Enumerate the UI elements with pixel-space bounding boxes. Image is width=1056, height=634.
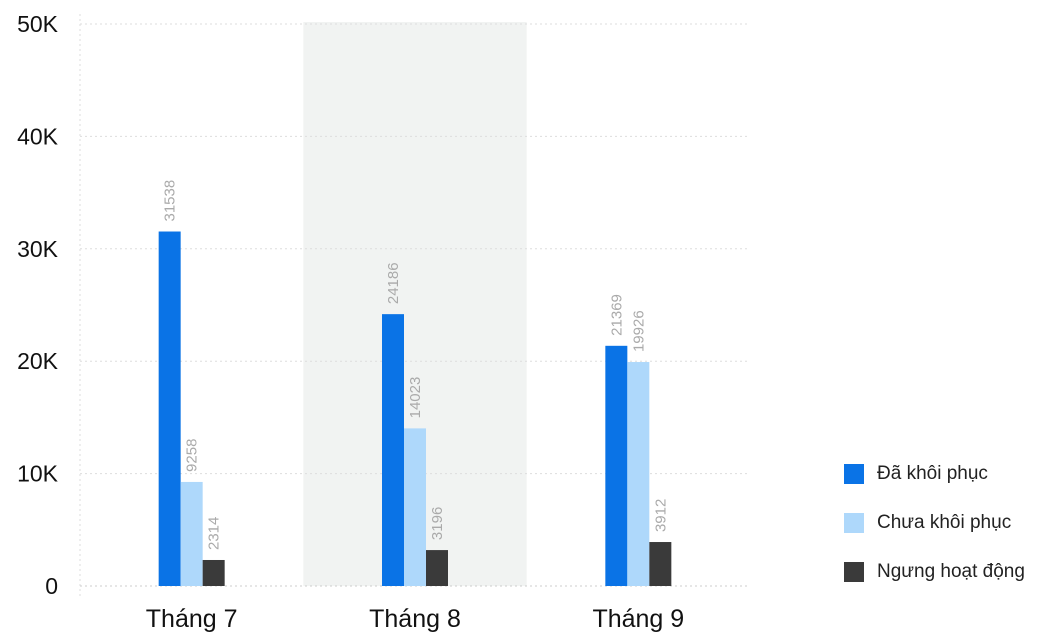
bar xyxy=(605,345,628,586)
y-tick-label: 30K xyxy=(17,236,59,262)
bar-value-label: 21369 xyxy=(608,294,625,336)
bar-value-label: 31538 xyxy=(162,180,179,222)
bar-value-label: 2314 xyxy=(206,517,223,550)
bar-value-label: 9258 xyxy=(184,439,201,472)
legend-label-inactive: Ngưng hoạt động xyxy=(877,561,1025,582)
legend-item-inactive[interactable]: Ngưng hoạt động xyxy=(844,558,1025,586)
y-tick-label: 0 xyxy=(45,573,58,599)
bar xyxy=(649,542,672,586)
bar xyxy=(627,362,650,586)
legend-label-restored: Đã khôi phục xyxy=(877,463,988,484)
y-tick-label: 20K xyxy=(17,348,59,374)
legend-item-restored[interactable]: Đã khôi phục xyxy=(844,460,1025,488)
y-tick-label: 50K xyxy=(17,11,59,37)
bar xyxy=(404,428,426,586)
bar-value-label: 3912 xyxy=(652,499,669,532)
bar-value-label: 24186 xyxy=(385,262,402,304)
x-tick-label: Tháng 7 xyxy=(146,605,238,633)
bar xyxy=(180,481,203,586)
legend-swatch-restored xyxy=(844,464,864,484)
legend-swatch-inactive xyxy=(844,562,864,582)
x-tick-label: Tháng 8 xyxy=(369,605,461,633)
bar-value-label: 19926 xyxy=(630,310,647,352)
legend-swatch-not-restored xyxy=(844,513,864,533)
legend-label-not-restored: Chưa khôi phục xyxy=(877,512,1012,533)
legend: Đã khôi phục Chưa khôi phục Ngưng hoạt đ… xyxy=(844,460,1025,607)
bar xyxy=(426,550,448,586)
y-tick-label: 10K xyxy=(17,461,59,487)
legend-item-not-restored[interactable]: Chưa khôi phục xyxy=(844,509,1025,537)
bar-value-label: 3196 xyxy=(429,507,446,540)
bar xyxy=(202,559,225,586)
x-tick-label: Tháng 9 xyxy=(592,605,684,633)
y-tick-label: 40K xyxy=(17,123,59,149)
bar-value-label: 14023 xyxy=(407,377,424,419)
bar xyxy=(158,231,181,586)
bar xyxy=(382,314,404,586)
